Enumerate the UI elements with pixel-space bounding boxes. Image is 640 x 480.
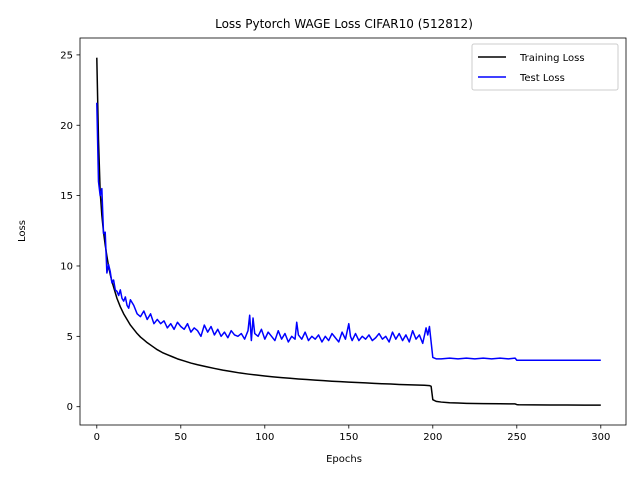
x-axis-title: Epochs: [326, 454, 362, 465]
chart-title: Loss Pytorch WAGE Loss CIFAR10 (512812): [215, 17, 473, 31]
legend: Training Loss Test Loss: [471, 43, 619, 91]
y-tick-label: 5: [67, 332, 73, 343]
x-tick-label: 100: [255, 432, 274, 443]
y-tick-label: 15: [60, 191, 73, 202]
y-tick-label: 20: [60, 121, 73, 132]
legend-label: Training Loss: [519, 53, 585, 64]
y-tick-label: 0: [67, 402, 73, 413]
x-tick-label: 50: [174, 432, 187, 443]
y-tick-label: 10: [60, 261, 73, 272]
series-line-test-loss: [96, 102, 601, 362]
legend-box: [471, 43, 619, 91]
y-axis-title: Loss: [17, 220, 28, 242]
x-tick-label: 150: [339, 432, 358, 443]
y-tick-label: 25: [60, 50, 73, 61]
x-tick-label: 250: [507, 432, 526, 443]
x-tick-label: 300: [591, 432, 610, 443]
legend-label: Test Loss: [519, 73, 565, 84]
axes-frame: [79, 37, 627, 426]
x-tick-label: 200: [423, 432, 442, 443]
x-tick-label: 0: [94, 432, 100, 443]
series-line-training-loss: [96, 57, 601, 406]
plot-area: 0 50 100 150 200 250 300 0 5 10 15 20 25: [60, 37, 627, 443]
